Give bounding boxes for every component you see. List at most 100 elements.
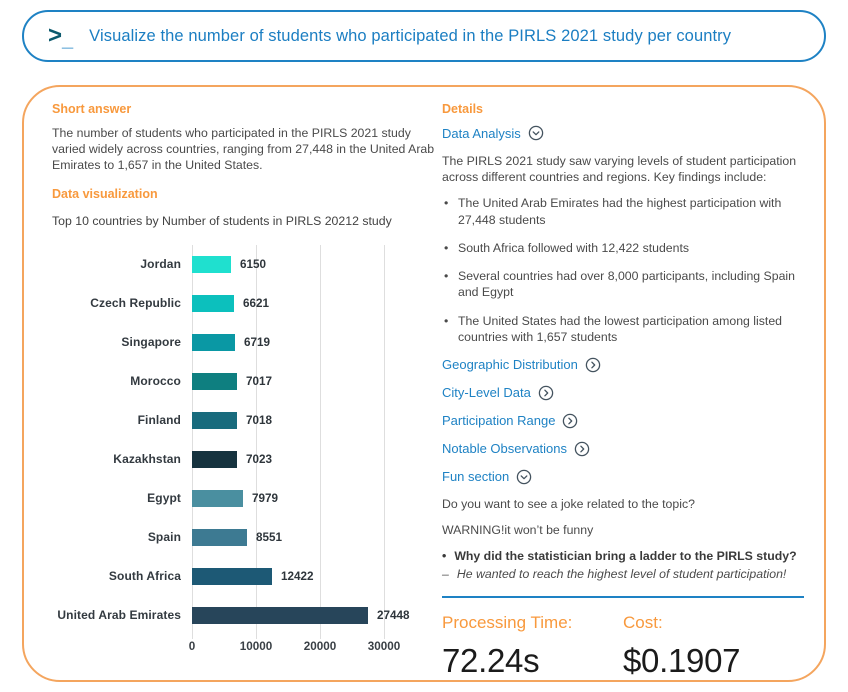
chart-rows: Jordan 6150 Czech Republic 6621 Singapore 671… [52,245,442,635]
dash-marker: – [442,566,449,581]
bar-label: United Arab Emirates [57,608,181,623]
bar-label: Finland [137,413,181,428]
section-link-label: Geographic Distribution [442,357,578,373]
bar [192,294,234,312]
bar-row: Finland 7018 [52,401,442,440]
section-link-data-analysis[interactable]: Data Analysis [442,125,804,141]
details-heading: Details [442,102,483,116]
bar-label: Jordan [140,257,181,272]
gridline [320,244,321,639]
bar-label: Czech Republic [90,296,181,311]
chevron-right-circle-icon [574,441,590,457]
chevron-down-circle-icon [528,125,544,141]
bar [192,372,237,390]
terminal-prompt-icon: > _ [48,22,73,51]
cost-label: Cost: [623,612,663,632]
chart-title: Top 10 countries by Number of students i… [52,213,392,228]
joke-warning-line: WARNING!it won’t be funny [442,522,594,537]
bar [192,255,231,273]
bar-track: 6621 [192,294,442,312]
analysis-bullet: South Africa followed with 12,422 studen… [442,240,804,256]
bar-row: Jordan 6150 [52,245,442,284]
data-analysis-intro: The PIRLS 2021 study saw varying levels … [442,154,797,185]
bar-row: Spain 8551 [52,518,442,557]
gridline [256,244,257,639]
prompt-chevron: > [48,22,63,49]
bar [192,606,368,624]
section-links: Geographic Distribution City-Level Data Pa… [442,357,804,457]
bar-label: Egypt [147,491,181,506]
x-tick-label: 20000 [303,639,337,653]
section-link-geographic-distribution[interactable]: Geographic Distribution [442,357,804,373]
processing-time-metric: Processing Time: 72.24s [442,613,623,680]
bar-row: Egypt 7979 [52,479,442,518]
section-link-participation-range[interactable]: Participation Range [442,413,804,429]
analysis-bullet: The United States had the lowest partici… [442,313,804,345]
gridline [192,244,193,639]
cost-metric: Cost: $0.1907 [623,613,804,680]
bar-label: Spain [147,530,181,545]
bar-value-label: 6150 [240,257,267,271]
chart-grid [192,244,432,639]
section-link-label: Fun section [442,469,510,485]
x-tick-label: 30000 [367,639,401,653]
section-link-notable-observations[interactable]: Notable Observations [442,441,804,457]
cost-value: $0.1907 [623,641,741,679]
bar-row: South Africa 12422 [52,557,442,596]
joke-answer-text: He wanted to reach the highest level of … [456,566,787,581]
section-link-label: Participation Range [442,413,556,429]
bar [192,489,243,507]
bar-value-label: 7017 [246,374,273,388]
bar-value-label: 7979 [252,491,279,505]
bar [192,450,237,468]
bar-value-label: 6621 [243,296,270,310]
joke-intro-line: Do you want to see a joke related to the… [442,496,695,511]
prompt-input[interactable]: > _ Visualize the number of students who… [22,10,826,62]
bar [192,567,272,585]
analysis-bullet: The United Arab Emirates had the highest… [442,195,804,227]
metrics-divider [442,595,804,598]
bar-track: 8551 [192,528,442,546]
bar-value-label: 7018 [246,413,273,427]
bar-value-label: 12422 [281,569,314,583]
metrics: Processing Time: 72.24s Cost: $0.1907 [442,613,804,680]
bar-label: Kazakhstan [113,452,181,467]
chevron-right-circle-icon [585,357,601,373]
bar-value-label: 8551 [256,530,283,544]
section-link-label: City-Level Data [442,385,531,401]
short-answer-heading: Short answer [52,102,132,116]
right-column: Details Data Analysis The PIRLS 2021 stu… [442,102,804,680]
joke-question: • Why did the statistician bring a ladde… [442,549,804,563]
bar-track: 27448 [192,606,442,624]
left-column: Short answer The number of students who … [52,102,442,657]
bar-row: United Arab Emirates 27448 [52,596,442,635]
section-link-fun-section[interactable]: Fun section [442,469,804,485]
bar-value-label: 27448 [377,608,410,622]
analysis-bullet-list: The United Arab Emirates had the highest… [442,195,804,345]
bar-value-label: 6719 [244,335,271,349]
processing-time-label: Processing Time: [442,612,573,632]
bar-track: 7979 [192,489,442,507]
section-link-label: Notable Observations [442,441,568,457]
section-link-city-level-data[interactable]: City-Level Data [442,385,804,401]
bar [192,411,237,429]
bar-label: Singapore [121,335,181,350]
bar-track: 6719 [192,333,442,351]
chevron-right-circle-icon [562,413,578,429]
bar-row: Morocco 7017 [52,362,442,401]
section-link-label: Data Analysis [442,125,521,141]
bar-track: 12422 [192,567,442,585]
chevron-right-circle-icon [538,385,554,401]
joke-answer: – He wanted to reach the highest level o… [442,567,804,581]
bar-track: 6150 [192,255,442,273]
x-tick-label: 0 [188,639,196,653]
bar-row: Kazakhstan 7023 [52,440,442,479]
bar-track: 7023 [192,450,442,468]
bar-row: Czech Republic 6621 [52,284,442,323]
bar-label: Morocco [130,374,181,389]
page-title: Visualize the number of students who par… [89,26,732,45]
short-answer-text: The number of students who participated … [52,126,435,173]
bar [192,333,235,351]
bar-label: South Africa [108,569,181,584]
bar-row: Singapore 6719 [52,323,442,362]
